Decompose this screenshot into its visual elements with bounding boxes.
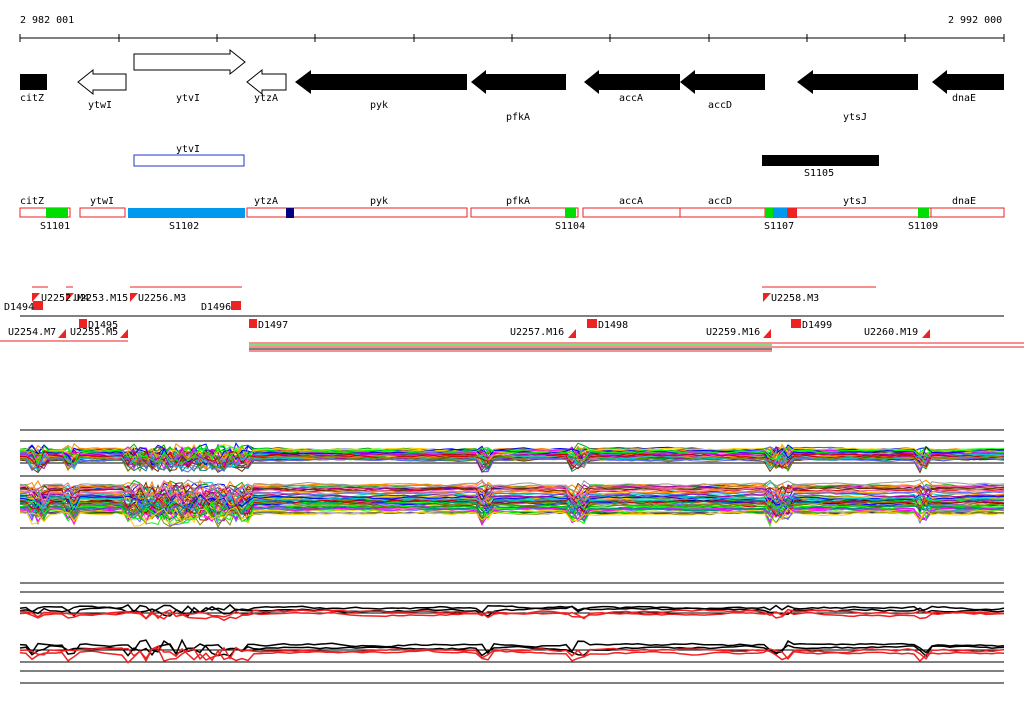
segment-label-ytvI: ytvI [176, 144, 200, 155]
track-gene-pfkA: pfkA [506, 196, 530, 207]
marker-box-D1496[interactable] [231, 301, 241, 310]
site-box-S1107[interactable] [765, 208, 773, 218]
gene-label-dnaE: dnaE [952, 93, 976, 104]
segment-box-ytvI[interactable] [133, 154, 245, 167]
gene-label-pfkA: pfkA [506, 112, 530, 123]
marker-label-U2256: U2256.M3 [138, 293, 186, 304]
gene-label-ytwI: ytwI [88, 100, 112, 111]
track-gene-accD: accD [708, 196, 732, 207]
marker-label-D1495: D1495 [88, 320, 118, 331]
site-box-S1109[interactable] [918, 208, 929, 218]
segment-box-S1105[interactable] [762, 155, 879, 166]
marker-label-D1494: D1494 [4, 302, 34, 313]
gene-label-accD: accD [708, 100, 732, 111]
marker-label-U2252: U2252.M4 [41, 293, 89, 304]
segment-label-S1105: S1105 [804, 168, 834, 179]
track-gene-citZ: citZ [20, 196, 44, 207]
coordinate-ruler: 2 982 001 2 992 000 [19, 15, 1005, 42]
segment-track: ytvI S1105 [133, 144, 879, 179]
site-box-navy[interactable] [286, 208, 294, 218]
gene-arrow-accD[interactable] [680, 70, 765, 94]
site-label-S1109: S1109 [908, 221, 938, 232]
ruler-start-label: 2 982 001 [20, 15, 74, 26]
site-track: citZ ytwI ytzA pyk pfkA accA accD ytsJ d… [19, 196, 1005, 232]
marker-label-U2255: U2255.M5 [70, 327, 118, 338]
gene-label-pyk: pyk [370, 100, 388, 111]
marker-box-D1497[interactable] [249, 319, 257, 328]
expression-panel-upper [19, 429, 1005, 529]
site-box-S1104[interactable] [565, 208, 576, 218]
gene-arrow-pfkA[interactable] [471, 70, 566, 94]
gene-label-ytsJ: ytsJ [843, 112, 867, 123]
track-gene-dnaE: dnaE [952, 196, 976, 207]
marker-track: D1494 U2252.M4 U2253.M15 U2256.M3 D1496 … [0, 286, 1024, 352]
gene-arrow-citZ[interactable] [20, 74, 47, 90]
gene-arrow-ytwI[interactable] [77, 68, 127, 96]
gene-arrow-pyk[interactable] [295, 70, 467, 94]
marker-label-D1499: D1499 [802, 320, 832, 331]
ruler-ticks [19, 34, 1005, 42]
marker-label-D1496: D1496 [201, 302, 231, 313]
marker-label-U2254: U2254.M7 [8, 327, 56, 338]
ruler-end-label: 2 992 000 [948, 15, 1002, 26]
gene-label-accA: accA [619, 93, 643, 104]
track-gene-ytwI: ytwI [90, 196, 114, 207]
marker-label-D1497: D1497 [258, 320, 288, 331]
marker-label-U2260: U2260.M19 [864, 327, 918, 338]
marker-box-D1498[interactable] [587, 319, 597, 328]
gene-arrow-ytvI[interactable] [133, 48, 246, 76]
site-label-S1107: S1107 [764, 221, 794, 232]
gene-label-ytvI: ytvI [176, 93, 200, 104]
marker-label-D1498: D1498 [598, 320, 628, 331]
gene-arrow-ytsJ[interactable] [797, 70, 918, 94]
track-gene-ytsJ: ytsJ [843, 196, 867, 207]
marker-box-D1495[interactable] [79, 319, 87, 328]
gene-label-ytzA: ytzA [254, 93, 278, 104]
gene-arrow-ytzA[interactable] [246, 68, 287, 96]
gene-track: citZ ytwI ytvI ytzA pyk pfkA accA accD y… [20, 48, 1004, 123]
gene-arrow-dnaE[interactable] [932, 70, 1004, 94]
site-label-S1101: S1101 [40, 221, 70, 232]
gene-label-citZ: citZ [20, 93, 44, 104]
marker-label-U2258: U2258.M3 [771, 293, 819, 304]
expression-panel-lower [19, 582, 1005, 684]
expression-traces-lower [19, 603, 1005, 664]
site-label-S1104: S1104 [555, 221, 585, 232]
marker-box-D1494[interactable] [33, 301, 43, 310]
marker-label-U2257: U2257.M16 [510, 327, 564, 338]
site-box-S1107-blue[interactable] [773, 208, 787, 218]
site-box-S1101[interactable] [46, 208, 68, 218]
site-box-S1102[interactable] [128, 208, 245, 218]
track-gene-accA: accA [619, 196, 643, 207]
track-gene-pyk: pyk [370, 196, 388, 207]
marker-label-U2259: U2259.M16 [706, 327, 760, 338]
marker-box-D1499[interactable] [791, 319, 801, 328]
site-label-S1102: S1102 [169, 221, 199, 232]
site-box-S1107-red[interactable] [787, 208, 797, 218]
gene-arrow-accA[interactable] [584, 70, 680, 94]
track-gene-ytzA: ytzA [254, 196, 278, 207]
expression-traces-upper [19, 442, 1005, 528]
marker-label-U2253: U2253.M15 [74, 293, 128, 304]
